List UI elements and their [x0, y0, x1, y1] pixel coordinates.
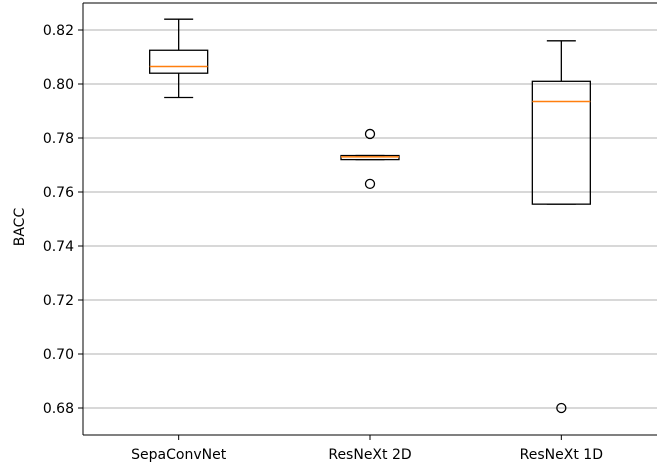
box-group: [149, 18, 209, 99]
box-series: [149, 18, 591, 414]
y-ticks: 0.68 0.70 0.72 0.74 0.76 0.78 0.80 0.82: [43, 23, 83, 417]
outlier-point: [364, 128, 376, 140]
outlier-point: [364, 178, 376, 190]
y-tick-label: 0.76: [43, 185, 74, 201]
x-tick-label: ResNeXt 1D: [520, 447, 603, 463]
x-ticks: SepaConvNet ResNeXt 2D ResNeXt 1D: [131, 435, 603, 463]
box-iqr: [531, 80, 591, 205]
x-tick-label: ResNeXt 2D: [328, 447, 411, 463]
outlier-point: [556, 402, 567, 414]
y-axis-label: BACC: [12, 208, 28, 247]
axes: [82, 2, 657, 436]
y-tick-label: 0.68: [43, 401, 74, 417]
y-tick-label: 0.74: [43, 239, 74, 255]
y-tick-label: 0.78: [43, 131, 74, 147]
y-tick-label: 0.80: [43, 77, 74, 93]
x-tick-label: SepaConvNet: [131, 447, 227, 463]
y-tick-label: 0.82: [43, 23, 74, 39]
box-iqr: [149, 49, 209, 74]
box-group: [340, 128, 400, 190]
box-group: [531, 40, 591, 414]
y-tick-label: 0.70: [43, 347, 74, 363]
y-tick-label: 0.72: [43, 293, 74, 309]
grid-lines: [83, 29, 657, 409]
